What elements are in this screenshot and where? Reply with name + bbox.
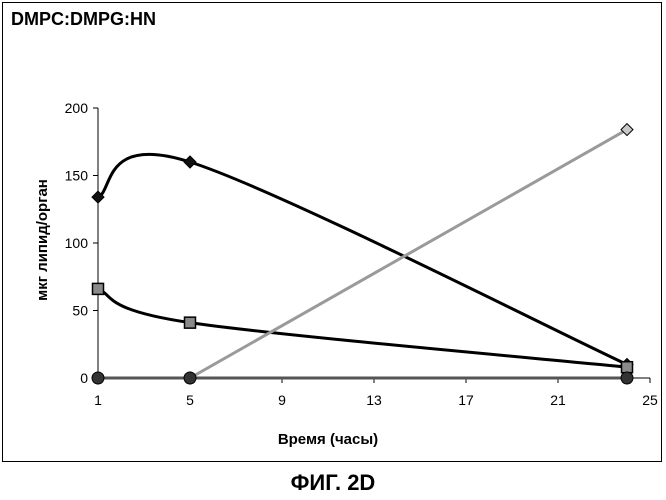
data-point-s1-2 xyxy=(184,156,196,168)
x-tick-label: 13 xyxy=(366,392,382,408)
data-point-s2-2 xyxy=(185,317,196,328)
series-line-1 xyxy=(98,154,627,364)
data-point-s4-3 xyxy=(621,372,633,384)
x-tick-label: 25 xyxy=(642,392,658,408)
data-point-s2-1 xyxy=(93,283,104,294)
x-tick-label: 21 xyxy=(550,392,566,408)
marker-layer xyxy=(92,124,633,384)
y-tick-label: 100 xyxy=(65,235,89,251)
series-line-2 xyxy=(98,289,627,367)
y-axis-label: мкг липид/орган xyxy=(34,179,51,301)
y-tick-label: 150 xyxy=(65,168,89,184)
y-tick-label: 200 xyxy=(65,100,89,116)
data-point-s4-2 xyxy=(184,372,196,384)
data-point-s4-1 xyxy=(92,372,104,384)
x-axis-label: Время (часы) xyxy=(278,431,378,448)
x-tick-label: 9 xyxy=(278,392,286,408)
series-layer xyxy=(98,130,627,378)
line-chart: 0 50 100 150 200 1 5 9 13 17 21 25 Время (часы) мкг… xyxy=(0,0,666,465)
data-point-s3-3 xyxy=(621,124,633,136)
y-tick-label: 50 xyxy=(72,303,88,319)
figure-caption: ФИГ. 2D xyxy=(0,470,666,496)
x-tick-label: 5 xyxy=(186,392,194,408)
x-tick-label: 1 xyxy=(94,392,102,408)
data-point-s2-3 xyxy=(622,362,633,373)
y-tick-label: 0 xyxy=(80,370,88,386)
x-tick-label: 17 xyxy=(458,392,474,408)
